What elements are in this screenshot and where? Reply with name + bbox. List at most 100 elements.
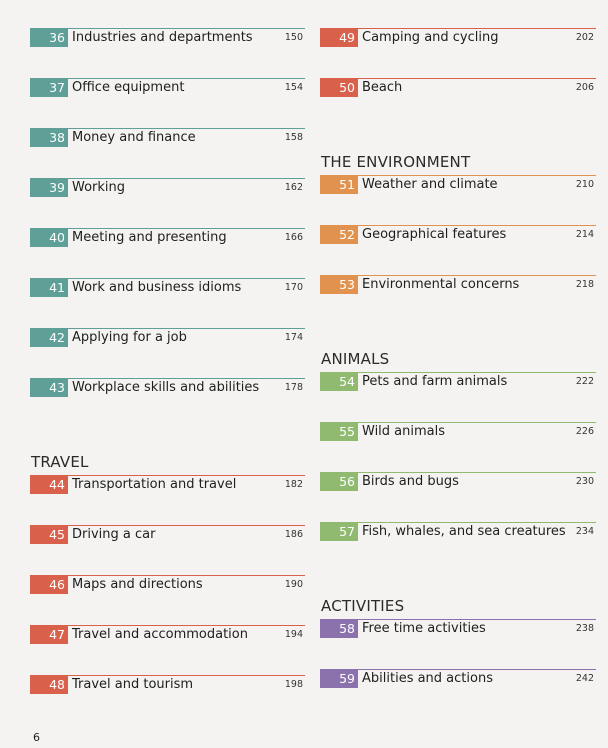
unit-title: Camping and cycling bbox=[362, 30, 499, 45]
unit-number: 54 bbox=[320, 373, 358, 391]
page-number: 6 bbox=[33, 731, 40, 744]
unit-number: 50 bbox=[320, 79, 358, 97]
section-heading: ANIMALS bbox=[320, 325, 596, 372]
entry-rule bbox=[320, 472, 596, 473]
unit-title: Working bbox=[72, 180, 126, 195]
unit-number: 40 bbox=[30, 229, 68, 247]
toc-entry: 54 Pets and farm animals 222 bbox=[320, 372, 596, 422]
unit-number: 44 bbox=[30, 476, 68, 494]
toc-entry: 49 Camping and cycling 202 bbox=[320, 28, 596, 78]
page-ref: 214 bbox=[575, 229, 594, 240]
unit-number: 51 bbox=[320, 176, 358, 194]
unit-title: Birds and bugs bbox=[362, 474, 459, 489]
page-ref: 162 bbox=[284, 182, 303, 193]
toc-entry: 38 Money and finance 158 bbox=[30, 128, 305, 178]
toc-entry: 36 Industries and departments 150 bbox=[30, 28, 305, 78]
unit-title: Transportation and travel bbox=[72, 477, 237, 492]
toc-entry: 53 Environmental concerns 218 bbox=[320, 275, 596, 325]
unit-number: 45 bbox=[30, 526, 68, 544]
toc-entry: 50 Beach 206 bbox=[320, 78, 596, 128]
entry-rule bbox=[320, 275, 596, 276]
toc-entry: 55 Wild animals 226 bbox=[320, 422, 596, 472]
unit-title: Applying for a job bbox=[72, 330, 187, 345]
toc-entry: 51 Weather and climate 210 bbox=[320, 175, 596, 225]
unit-title: Maps and directions bbox=[72, 577, 203, 592]
entry-rule bbox=[320, 372, 596, 373]
page-ref: 238 bbox=[575, 623, 594, 634]
page-ref: 218 bbox=[575, 279, 594, 290]
toc-entry: 58 Free time activities 238 bbox=[320, 619, 596, 669]
page-ref: 154 bbox=[284, 82, 303, 93]
unit-title: Office equipment bbox=[72, 80, 185, 95]
entry-rule bbox=[30, 228, 305, 229]
entry-rule bbox=[30, 328, 305, 329]
section-heading: TRAVEL bbox=[30, 428, 305, 475]
entry-rule bbox=[30, 475, 305, 476]
entry-rule bbox=[30, 378, 305, 379]
page-ref: 242 bbox=[575, 673, 594, 684]
unit-title: Workplace skills and abilities bbox=[72, 380, 260, 395]
toc-entry: 47 Travel and accommodation 194 bbox=[30, 625, 305, 675]
page-ref: 150 bbox=[284, 32, 303, 43]
page-ref: 174 bbox=[284, 332, 303, 343]
unit-title: Free time activities bbox=[362, 621, 486, 636]
page-ref: 210 bbox=[575, 179, 594, 190]
toc-entry: 57 Fish, whales, and sea creatures 234 bbox=[320, 522, 596, 572]
page-ref: 170 bbox=[284, 282, 303, 293]
unit-number: 41 bbox=[30, 279, 68, 297]
unit-title: Work and business idioms bbox=[72, 280, 242, 295]
entry-rule bbox=[320, 78, 596, 79]
unit-title: Travel and accommodation bbox=[72, 627, 248, 642]
unit-title: Wild animals bbox=[362, 424, 446, 439]
entry-rule bbox=[320, 28, 596, 29]
toc-entry: 45 Driving a car 186 bbox=[30, 525, 305, 575]
toc-entry: 56 Birds and bugs 230 bbox=[320, 472, 596, 522]
toc-entry: 44 Transportation and travel 182 bbox=[30, 475, 305, 525]
page-ref: 234 bbox=[575, 526, 594, 537]
unit-number: 39 bbox=[30, 179, 68, 197]
toc-entry: 37 Office equipment 154 bbox=[30, 78, 305, 128]
unit-number: 58 bbox=[320, 620, 358, 638]
page-ref: 186 bbox=[284, 529, 303, 540]
unit-number: 47 bbox=[30, 626, 68, 644]
page-ref: 198 bbox=[284, 679, 303, 690]
page-ref: 178 bbox=[284, 382, 303, 393]
entry-rule bbox=[320, 669, 596, 670]
entry-rule bbox=[320, 175, 596, 176]
unit-title: Money and finance bbox=[72, 130, 196, 145]
page-ref: 182 bbox=[284, 479, 303, 490]
page-ref: 190 bbox=[284, 579, 303, 590]
toc-entry: 52 Geographical features 214 bbox=[320, 225, 596, 275]
toc-entry: 42 Applying for a job 174 bbox=[30, 328, 305, 378]
page-ref: 226 bbox=[575, 426, 594, 437]
entry-rule bbox=[30, 278, 305, 279]
page-ref: 206 bbox=[575, 82, 594, 93]
page-ref: 202 bbox=[575, 32, 594, 43]
entry-rule bbox=[30, 178, 305, 179]
unit-number: 38 bbox=[30, 129, 68, 147]
entry-rule bbox=[30, 28, 305, 29]
left-column: 36 Industries and departments 150 37 Office … bbox=[30, 28, 305, 725]
section-heading: ACTIVITIES bbox=[320, 572, 596, 619]
unit-title: Fish, whales, and sea creatures bbox=[362, 524, 566, 539]
unit-title: Geographical features bbox=[362, 227, 507, 242]
entry-rule bbox=[320, 619, 596, 620]
entry-rule bbox=[30, 575, 305, 576]
unit-number: 46 bbox=[30, 576, 68, 594]
unit-title: Pets and farm animals bbox=[362, 374, 508, 389]
unit-title: Beach bbox=[362, 80, 403, 95]
page-ref: 158 bbox=[284, 132, 303, 143]
entry-rule bbox=[30, 625, 305, 626]
unit-number: 55 bbox=[320, 423, 358, 441]
unit-title: Driving a car bbox=[72, 527, 156, 542]
unit-number: 56 bbox=[320, 473, 358, 491]
toc-entry: 48 Travel and tourism 198 bbox=[30, 675, 305, 725]
section-title: ANIMALS bbox=[321, 350, 390, 368]
unit-number: 52 bbox=[320, 226, 358, 244]
unit-number: 53 bbox=[320, 276, 358, 294]
page-ref: 166 bbox=[284, 232, 303, 243]
page-ref: 230 bbox=[575, 476, 594, 487]
unit-number: 48 bbox=[30, 676, 68, 694]
unit-title: Weather and climate bbox=[362, 177, 498, 192]
